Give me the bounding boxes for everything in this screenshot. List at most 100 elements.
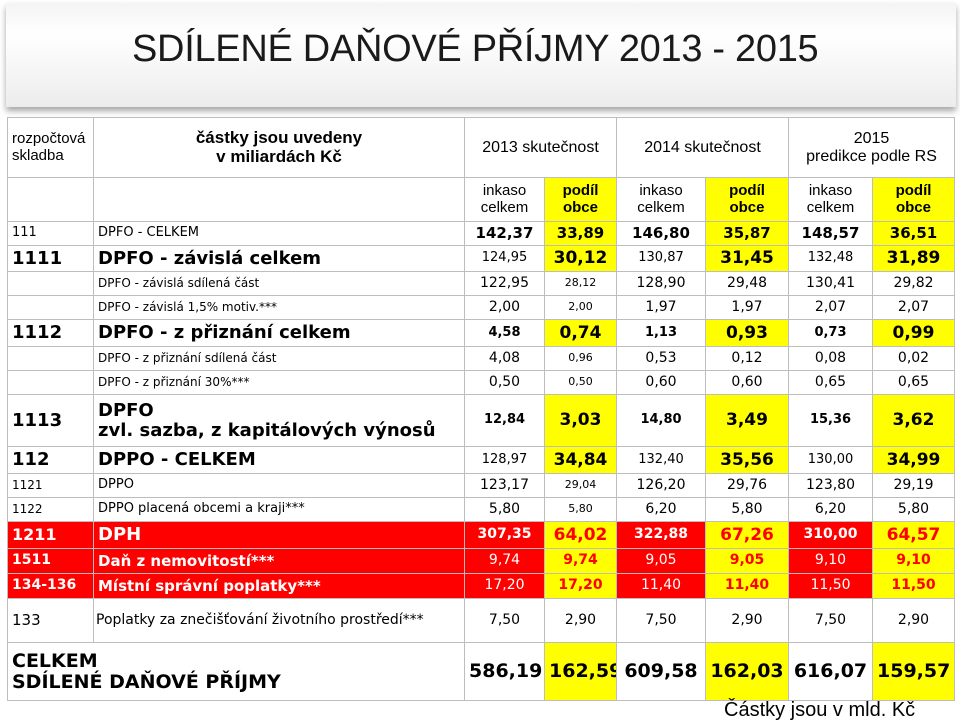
cell-inkaso-2015: 0,08: [788, 346, 873, 371]
cell-podil-2013: 29,04: [544, 473, 617, 498]
cell-inkaso-2013: 7,50: [464, 598, 545, 643]
table-row: 1113 DPFO zvl. sazba, z kapitálových výn…: [7, 394, 955, 447]
cell-podil-2015: 29,19: [872, 473, 955, 498]
row-description: DPFO - závislá celkem: [93, 245, 465, 272]
row-description: DPFO zvl. sazba, z kapitálových výnosů: [93, 394, 465, 447]
cell-podil-2013: 9,74: [544, 548, 617, 574]
row-code: [7, 295, 94, 320]
cell-podil-2013: 30,12: [544, 245, 617, 272]
row-description: DPFO - závislá 1,5% motiv.***: [93, 295, 465, 320]
cell-inkaso-2015: 123,80: [788, 473, 873, 498]
cell-podil-2013: 2,90: [544, 598, 617, 643]
cell-inkaso-2013: 128,97: [464, 446, 545, 474]
cell-inkaso-2015: 132,48: [788, 245, 873, 272]
row-code: 1511: [7, 548, 94, 574]
cell-podil-2013: 0,74: [544, 319, 617, 347]
page-title: SDÍLENÉ DAŇOVÉ PŘÍJMY 2013 - 2015: [132, 28, 819, 70]
table-row: 1122 DPPO placená obcemi a kraji*** 5,80…: [7, 497, 955, 522]
cell-podil-2015: 11,50: [872, 573, 955, 599]
cell-podil-2013: 28,12: [544, 271, 617, 296]
cell-inkaso-2014: 132,40: [616, 446, 706, 474]
cell-podil-2014: 29,48: [705, 271, 789, 296]
cell-inkaso-2013: 0,50: [464, 370, 545, 395]
header-year-2014: 2014 skutečnost: [616, 117, 789, 178]
total-podil-2014: 162,03: [705, 642, 789, 701]
cell-inkaso-2015: 310,00: [788, 521, 873, 549]
cell-inkaso-2015: 11,50: [788, 573, 873, 599]
row-description: Poplatky za znečišťování životního prost…: [93, 598, 465, 643]
row-code: 1113: [7, 394, 94, 447]
cell-podil-2015: 3,62: [872, 394, 955, 447]
table-row: 1111 DPFO - závislá celkem 124,95 30,12 …: [7, 245, 955, 272]
cell-podil-2013: 34,84: [544, 446, 617, 474]
subheader-podil-2013: podíl obce: [544, 177, 617, 222]
cell-podil-2015: 5,80: [872, 497, 955, 522]
subheader-inkaso-2015: inkaso celkem: [788, 177, 873, 222]
cell-inkaso-2014: 1,13: [616, 319, 706, 347]
cell-podil-2015: 0,99: [872, 319, 955, 347]
row-code: 1122: [7, 497, 94, 522]
table-row: 1112 DPFO - z přiznání celkem 4,58 0,74 …: [7, 319, 955, 347]
cell-inkaso-2013: 4,08: [464, 346, 545, 371]
total-row: CELKEM SDÍLENÉ DAŇOVÉ PŘÍJMY 586,19 162,…: [7, 642, 955, 701]
cell-inkaso-2013: 142,37: [464, 221, 545, 246]
cell-inkaso-2014: 0,53: [616, 346, 706, 371]
cell-podil-2015: 9,10: [872, 548, 955, 574]
row-description: DPH: [93, 521, 465, 549]
row-code: [7, 271, 94, 296]
row-code: 111: [7, 221, 94, 246]
cell-podil-2013: 0,96: [544, 346, 617, 371]
subheader-row: inkaso celkem podíl obce inkaso celkem podí…: [7, 177, 955, 222]
row-code: 133: [7, 598, 94, 643]
total-inkaso-2015: 616,07: [788, 642, 873, 701]
cell-podil-2014: 29,76: [705, 473, 789, 498]
cell-podil-2013: 2,00: [544, 295, 617, 320]
cell-podil-2013: 64,02: [544, 521, 617, 549]
cell-inkaso-2015: 0,73: [788, 319, 873, 347]
row-code: 1111: [7, 245, 94, 272]
cell-podil-2015: 36,51: [872, 221, 955, 246]
cell-podil-2014: 0,93: [705, 319, 789, 347]
cell-inkaso-2015: 0,65: [788, 370, 873, 395]
row-description: DPFO - závislá sdílená část: [93, 271, 465, 296]
header-budget-code: rozpočtová skladba: [7, 117, 94, 178]
cell-inkaso-2014: 11,40: [616, 573, 706, 599]
cell-podil-2014: 11,40: [705, 573, 789, 599]
table-row: 133 Poplatky za znečišťování životního p…: [7, 598, 955, 643]
cell-podil-2014: 0,60: [705, 370, 789, 395]
header-year-2013: 2013 skutečnost: [464, 117, 617, 178]
subheader-inkaso-2014: inkaso celkem: [616, 177, 706, 222]
cell-inkaso-2014: 128,90: [616, 271, 706, 296]
cell-inkaso-2014: 0,60: [616, 370, 706, 395]
total-inkaso-2013: 586,19: [464, 642, 545, 701]
cell-inkaso-2013: 5,80: [464, 497, 545, 522]
cell-podil-2015: 29,82: [872, 271, 955, 296]
subheader-empty-1: [7, 177, 94, 222]
cell-inkaso-2013: 4,58: [464, 319, 545, 347]
cell-podil-2013: 3,03: [544, 394, 617, 447]
tax-table: rozpočtová skladba částky jsou uvedeny v…: [7, 117, 955, 701]
cell-podil-2013: 5,80: [544, 497, 617, 522]
total-label: CELKEM SDÍLENÉ DAŇOVÉ PŘÍJMY: [7, 642, 465, 701]
cell-inkaso-2015: 130,41: [788, 271, 873, 296]
header-year-2015: 2015 predikce podle RS: [788, 117, 955, 178]
cell-inkaso-2014: 130,87: [616, 245, 706, 272]
cell-podil-2015: 64,57: [872, 521, 955, 549]
units-note: Částky jsou v mld. Kč: [724, 699, 916, 721]
table-row: DPFO - z přiznání 30%*** 0,50 0,50 0,60 …: [7, 370, 955, 395]
header-description: částky jsou uvedeny v miliardách Kč: [93, 117, 465, 178]
cell-podil-2015: 2,90: [872, 598, 955, 643]
cell-podil-2015: 34,99: [872, 446, 955, 474]
subheader-podil-2014: podíl obce: [705, 177, 789, 222]
total-inkaso-2014: 609,58: [616, 642, 706, 701]
cell-podil-2014: 3,49: [705, 394, 789, 447]
cell-podil-2013: 0,50: [544, 370, 617, 395]
cell-podil-2013: 17,20: [544, 573, 617, 599]
cell-inkaso-2015: 130,00: [788, 446, 873, 474]
subheader-inkaso-2013: inkaso celkem: [464, 177, 545, 222]
row-description: DPPO: [93, 473, 465, 498]
row-code: [7, 370, 94, 395]
cell-inkaso-2014: 126,20: [616, 473, 706, 498]
row-description: DPFO - CELKEM: [93, 221, 465, 246]
cell-inkaso-2013: 124,95: [464, 245, 545, 272]
